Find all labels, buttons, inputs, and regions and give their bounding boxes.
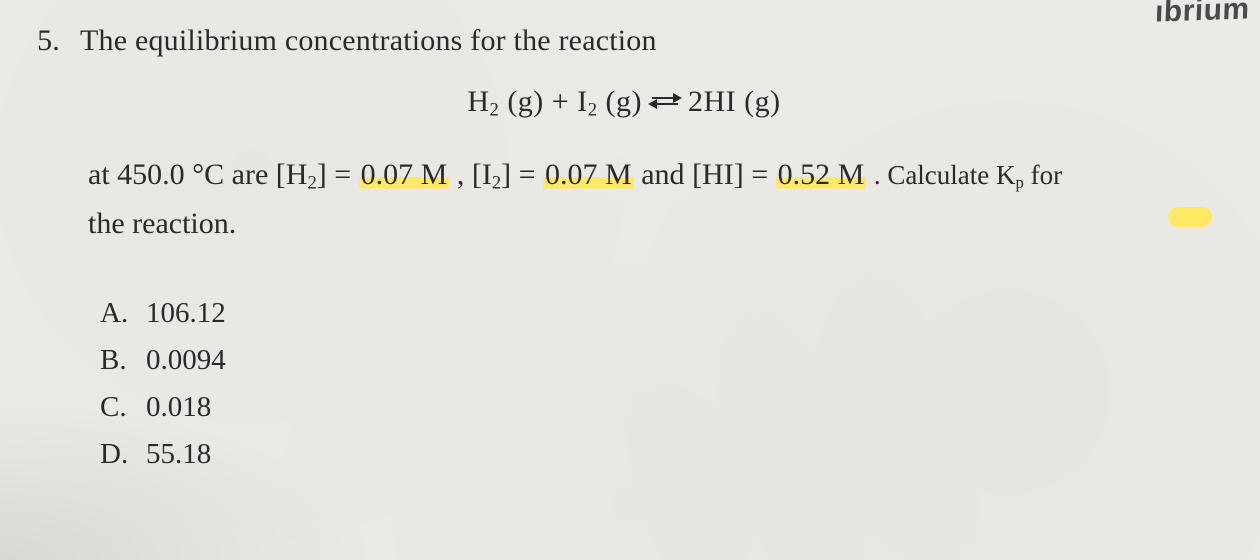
tail-text: . Calculate Kp for — [874, 160, 1062, 190]
species-i2: I2 (g) — [577, 85, 650, 118]
highlight-i2: 0.07 M — [543, 158, 634, 191]
option-d[interactable]: D. 55.18 — [100, 431, 1220, 478]
highlight-h2: 0.07 M — [359, 158, 450, 191]
highlight-stray — [1168, 207, 1212, 227]
species-hi: 2HI (g) — [688, 85, 781, 118]
question-stem-line: 5. The equilibrium concentrations for th… — [28, 24, 1220, 58]
question-given: at 450.0 °C are [H2] = 0.07 M , [I2] = 0… — [88, 148, 1220, 255]
answer-options: A. 106.12 B. 0.0094 C. 0.018 D. 55.18 — [100, 290, 1220, 478]
question-number: 5. — [28, 24, 60, 58]
option-letter: C. — [100, 384, 130, 431]
page-header-fragment: ıbrium — [1155, 0, 1251, 30]
question-stem: The equilibrium concentrations for the r… — [80, 24, 657, 58]
option-value: 106.12 — [146, 290, 226, 337]
conc-hi: [HI] = 0.52 M — [692, 158, 874, 191]
plus-sign: + — [552, 85, 569, 118]
conc-h2: [H2] = 0.07 M — [276, 158, 457, 191]
option-value: 55.18 — [146, 431, 211, 478]
equilibrium-arrow-icon — [650, 84, 680, 114]
option-letter: A. — [100, 290, 130, 337]
given-prefix: at 450.0 °C are — [88, 158, 276, 191]
species-h2: H2 (g) — [467, 85, 551, 118]
highlight-hi: 0.52 M — [776, 158, 867, 191]
option-letter: B. — [100, 337, 130, 384]
option-b[interactable]: B. 0.0094 — [100, 337, 1220, 384]
reaction-equation: H2 (g) + I2 (g) 2HI (g) — [28, 84, 1220, 122]
conc-i2: [I2] = 0.07 M — [472, 158, 641, 191]
question-line2: the reaction. — [88, 197, 1220, 250]
option-value: 0.018 — [146, 384, 211, 431]
option-letter: D. — [100, 431, 130, 478]
option-a[interactable]: A. 106.12 — [100, 290, 1220, 337]
option-c[interactable]: C. 0.018 — [100, 384, 1220, 431]
option-value: 0.0094 — [146, 337, 226, 384]
page: ıbrium 5. The equilibrium concentrations… — [0, 0, 1260, 560]
